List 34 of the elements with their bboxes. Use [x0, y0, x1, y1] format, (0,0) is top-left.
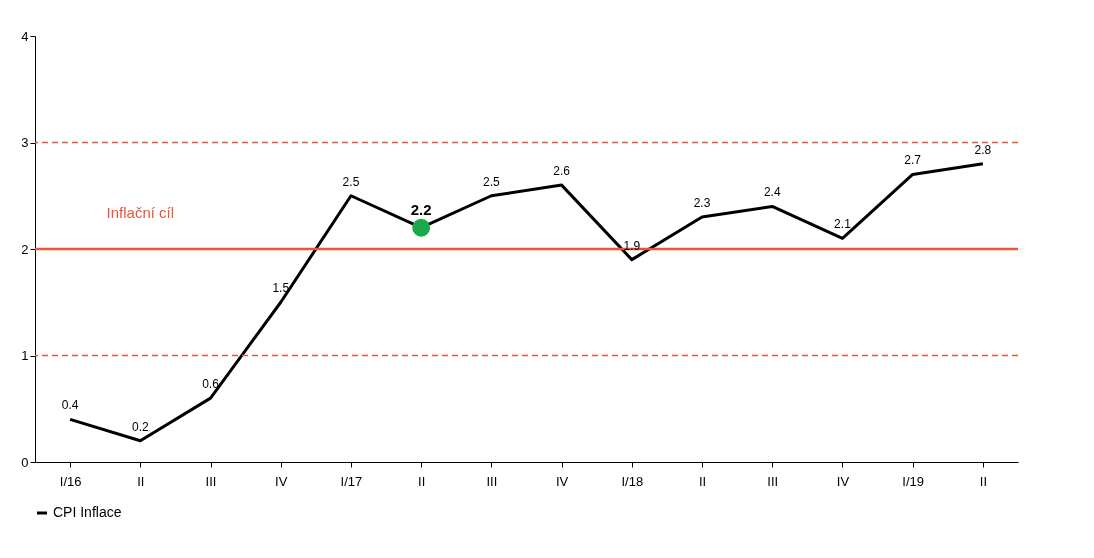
x-tick-label: IV: [836, 473, 850, 489]
data-label: 2.6: [553, 164, 571, 179]
data-label: 0.2: [131, 419, 149, 434]
y-tick-label: 4: [21, 28, 29, 44]
x-tick-label: IV: [555, 473, 569, 489]
x-tick-label: I/17: [340, 473, 363, 489]
data-label: 2.2: [410, 200, 432, 218]
data-label: 0.6: [202, 377, 220, 392]
data-label: 1.5: [272, 281, 290, 296]
data-label: 2.7: [904, 153, 922, 168]
x-tick-label: III: [205, 473, 217, 489]
data-label: 2.5: [342, 174, 360, 189]
y-tick-label: 0: [21, 454, 29, 470]
y-tick-label: 2: [21, 241, 29, 257]
x-tick-label: II: [137, 473, 145, 489]
x-tick-label: III: [486, 473, 498, 489]
legend-label: CPI Inflace: [53, 504, 122, 520]
x-tick-label: II: [698, 473, 707, 489]
x-tick-label: II: [979, 473, 988, 489]
x-tick-label: I/16: [59, 473, 82, 489]
data-label: 2.4: [763, 185, 781, 200]
data-label: 2.8: [974, 142, 992, 157]
y-tick-label: 1: [21, 348, 29, 363]
x-tick-label: I/18: [621, 473, 644, 489]
y-tick-label: 3: [21, 135, 29, 150]
data-label: 0.4: [61, 398, 79, 413]
x-tick-label: IV: [275, 473, 288, 489]
data-label: 2.1: [834, 217, 852, 232]
data-label: 2.5: [483, 174, 501, 189]
x-tick-label: I/19: [902, 473, 925, 489]
ref-line-label: Inflační cíl: [106, 204, 175, 221]
data-label: 2.3: [693, 196, 711, 211]
x-tick-label: II: [418, 473, 426, 489]
x-tick-label: III: [767, 473, 779, 489]
